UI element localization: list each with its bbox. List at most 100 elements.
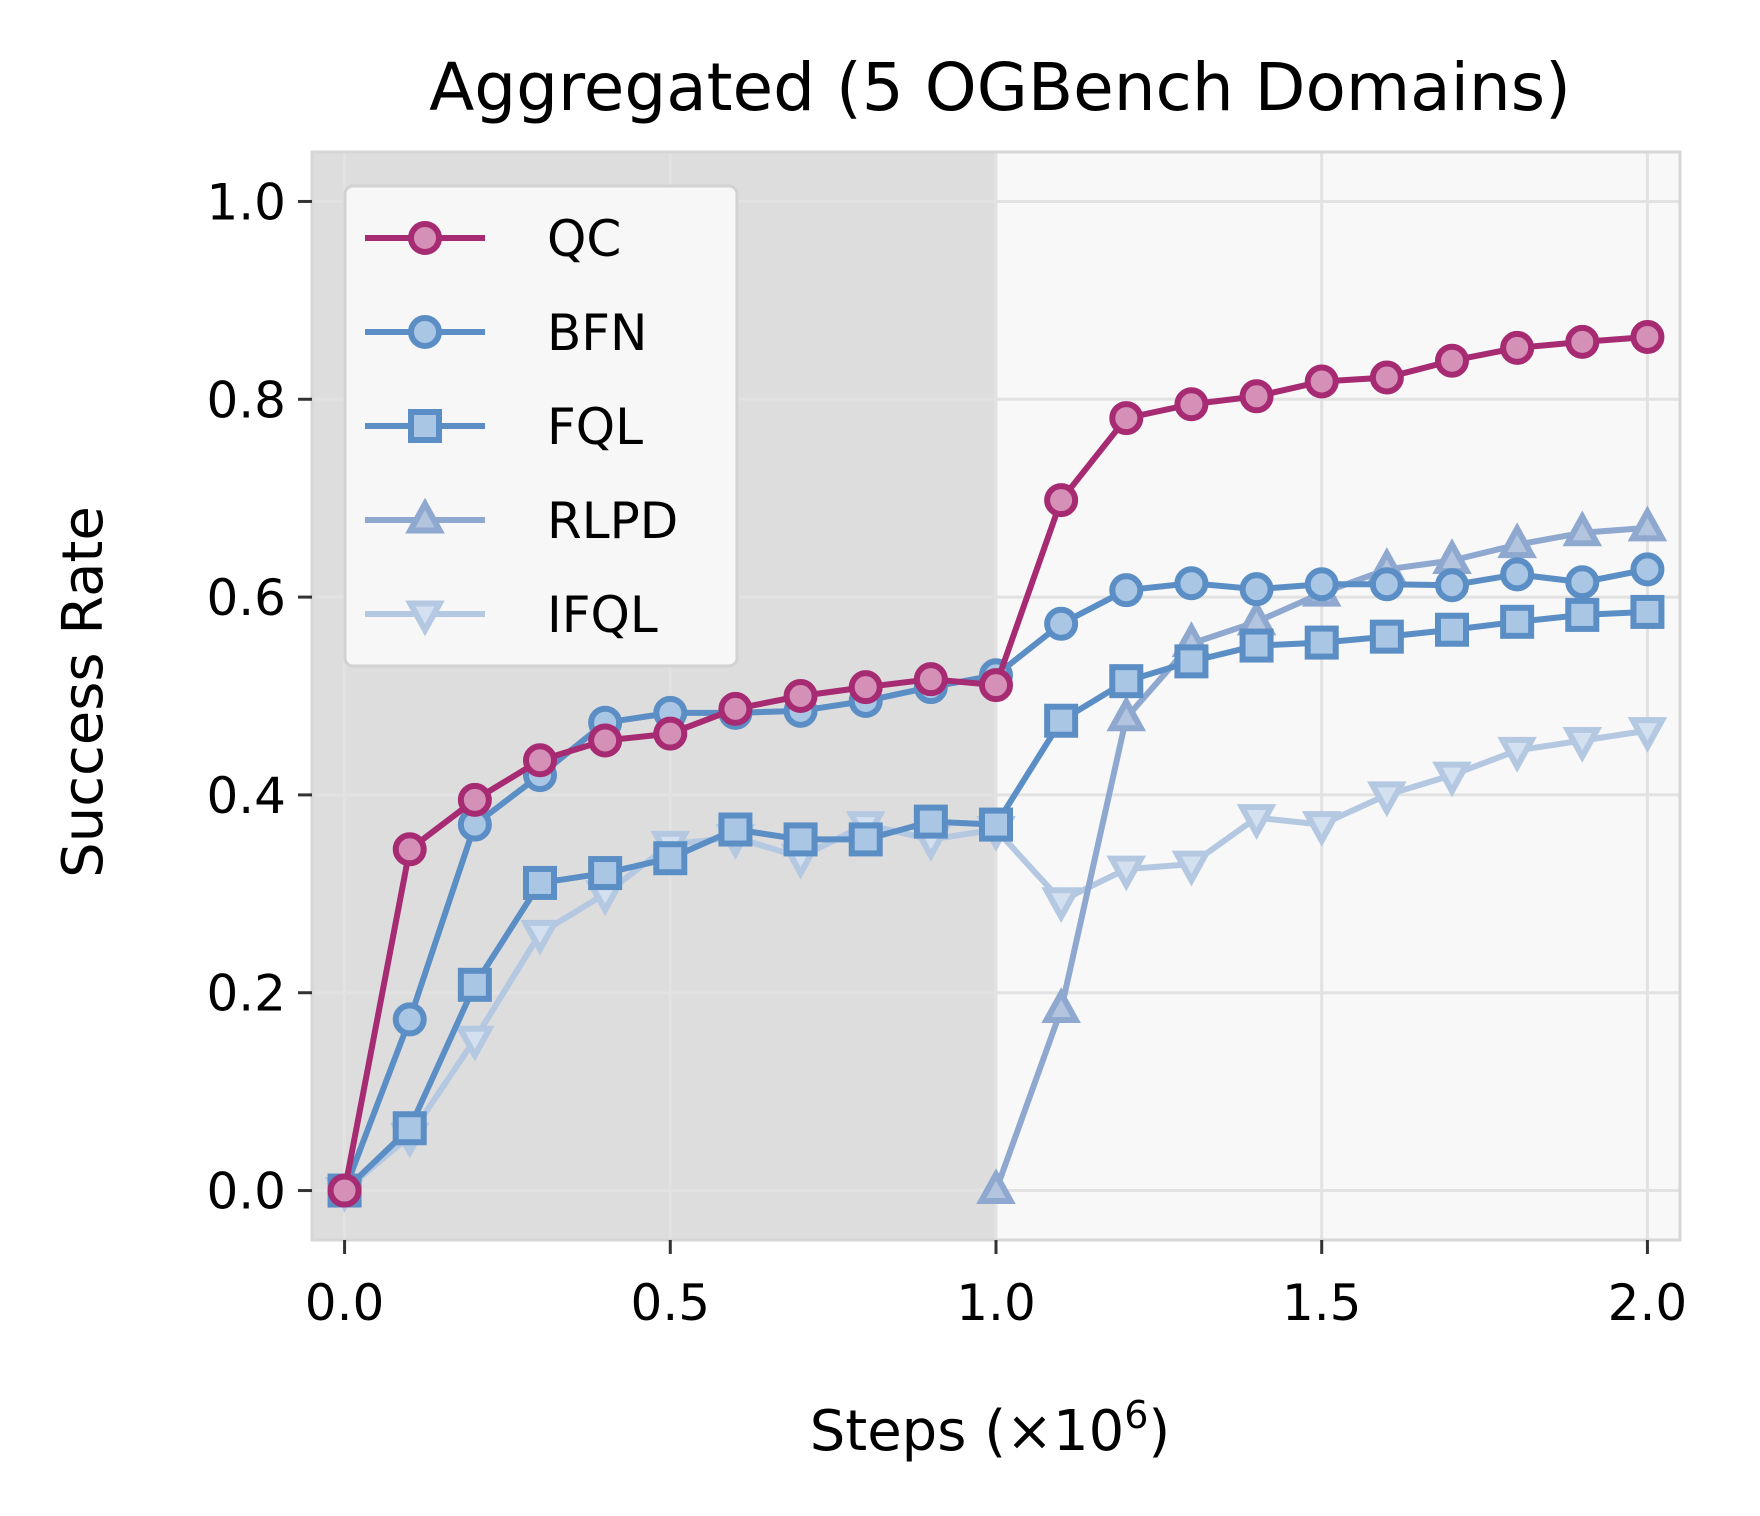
data-point-fql <box>1630 594 1665 629</box>
legend: QC BFN FQL RLPD IFQL <box>343 184 739 668</box>
data-point-qc <box>1239 379 1274 414</box>
legend-item-bfn: BFN <box>365 304 647 362</box>
x-tick-label: 1.0 <box>956 1274 1036 1332</box>
data-point-qc <box>979 668 1013 703</box>
data-point-rlpd <box>976 1168 1016 1205</box>
data-point-qc <box>1435 343 1469 378</box>
data-point-ifql <box>520 919 560 956</box>
data-point-fql <box>457 967 492 1002</box>
data-point-bfn <box>392 1002 427 1037</box>
data-point-fql <box>392 1111 427 1146</box>
data-point-qc <box>327 1173 362 1208</box>
data-point-bfn <box>1500 557 1535 592</box>
data-point-qc <box>588 723 623 758</box>
x-axis-label-exponent: 6 <box>1124 1393 1148 1437</box>
data-point-fql <box>848 822 883 857</box>
data-point-qc <box>1304 364 1339 399</box>
legend-item-qc: QC <box>365 210 621 268</box>
y-tick-label: 0.8 <box>206 371 286 429</box>
data-point-qc <box>392 832 427 867</box>
data-point-fql <box>653 841 688 876</box>
data-point-fql <box>1044 703 1079 738</box>
data-point-bfn <box>1174 566 1209 601</box>
data-point-fql <box>523 865 557 900</box>
data-point-qc <box>523 743 557 778</box>
data-point-qc <box>1044 483 1079 518</box>
x-axis-label-main: Steps (×10 <box>810 1399 1125 1464</box>
data-point-ifql <box>1432 761 1472 798</box>
data-point-qc <box>718 691 753 726</box>
y-tick-label: 0.4 <box>206 767 286 825</box>
data-point-fql <box>1565 597 1600 632</box>
y-axis-label: Success Rate <box>51 506 116 878</box>
data-point-qc <box>457 782 492 817</box>
x-tick-label: 1.5 <box>1282 1274 1362 1332</box>
data-point-ifql <box>1562 727 1603 763</box>
legend-marker <box>405 497 445 534</box>
data-point-fql <box>1435 612 1469 647</box>
data-point-ifql <box>1301 811 1342 847</box>
data-point-ifql <box>1106 855 1147 892</box>
data-point-bfn <box>1565 565 1600 600</box>
data-point-bfn <box>1630 552 1665 587</box>
x-axis-label-tail: ) <box>1148 1399 1170 1464</box>
data-point-fql <box>1304 625 1339 660</box>
series-fql <box>327 594 1665 1208</box>
data-point-qc <box>653 716 688 751</box>
legend-item-ifql: IFQL <box>365 586 658 644</box>
data-point-qc <box>848 670 883 705</box>
y-tick-label: 0.2 <box>206 965 286 1023</box>
chart-title: Aggregated (5 OGBench Domains) <box>429 49 1571 126</box>
data-point-qc <box>1174 387 1209 422</box>
data-point-qc <box>1109 401 1144 436</box>
data-point-ifql <box>1627 717 1668 753</box>
legend-item-fql: FQL <box>365 398 643 456</box>
data-point-ifql <box>1236 804 1277 840</box>
data-point-ifql <box>455 1025 495 1062</box>
data-point-ifql <box>1041 887 1081 924</box>
data-point-rlpd <box>1041 987 1081 1024</box>
data-point-qc <box>1630 319 1665 354</box>
legend-label: FQL <box>547 398 643 456</box>
data-point-ifql <box>1497 736 1537 773</box>
data-point-fql <box>1109 664 1144 699</box>
data-point-qc <box>1500 330 1535 365</box>
x-tick-label: 0.0 <box>305 1274 385 1332</box>
legend-marker <box>405 600 445 637</box>
data-point-qc <box>1565 324 1600 359</box>
legend-label: RLPD <box>547 492 678 550</box>
data-point-fql <box>588 856 623 891</box>
data-point-qc <box>1369 360 1404 395</box>
x-tick-label: 2.0 <box>1608 1274 1688 1332</box>
data-point-fql <box>979 807 1013 842</box>
data-point-bfn <box>1304 567 1339 602</box>
legend-marker <box>408 315 442 349</box>
y-tick-label: 0.0 <box>206 1163 286 1221</box>
x-tick-label: 0.5 <box>631 1274 711 1332</box>
legend-label: BFN <box>547 304 647 362</box>
data-point-bfn <box>1239 572 1274 607</box>
data-point-bfn <box>1435 568 1469 603</box>
data-point-rlpd <box>1627 505 1668 542</box>
data-point-fql <box>1369 619 1404 654</box>
data-point-rlpd <box>1562 510 1603 547</box>
data-point-fql <box>913 804 948 839</box>
legend-item-rlpd: RLPD <box>365 492 678 550</box>
data-point-fql <box>718 812 753 847</box>
data-point-fql <box>783 822 818 857</box>
data-point-fql <box>1500 604 1535 639</box>
legend-box <box>343 184 739 668</box>
data-point-fql <box>1174 644 1209 679</box>
plot-area: 0.0 0.5 1.0 1.5 2.0 0.0 0.2 0.4 0.6 0.8 1.0 <box>206 150 1688 1332</box>
legend-label: QC <box>547 210 621 268</box>
y-tick-label: 0.6 <box>206 569 286 627</box>
data-point-rlpd <box>1106 695 1147 732</box>
y-tick-label: 1.0 <box>206 173 286 231</box>
x-axis-label: Steps (×106) <box>810 1393 1171 1464</box>
data-point-rlpd <box>1497 522 1537 559</box>
data-point-ifql <box>1171 850 1212 887</box>
data-point-bfn <box>1369 567 1404 602</box>
data-point-bfn <box>1109 573 1144 608</box>
